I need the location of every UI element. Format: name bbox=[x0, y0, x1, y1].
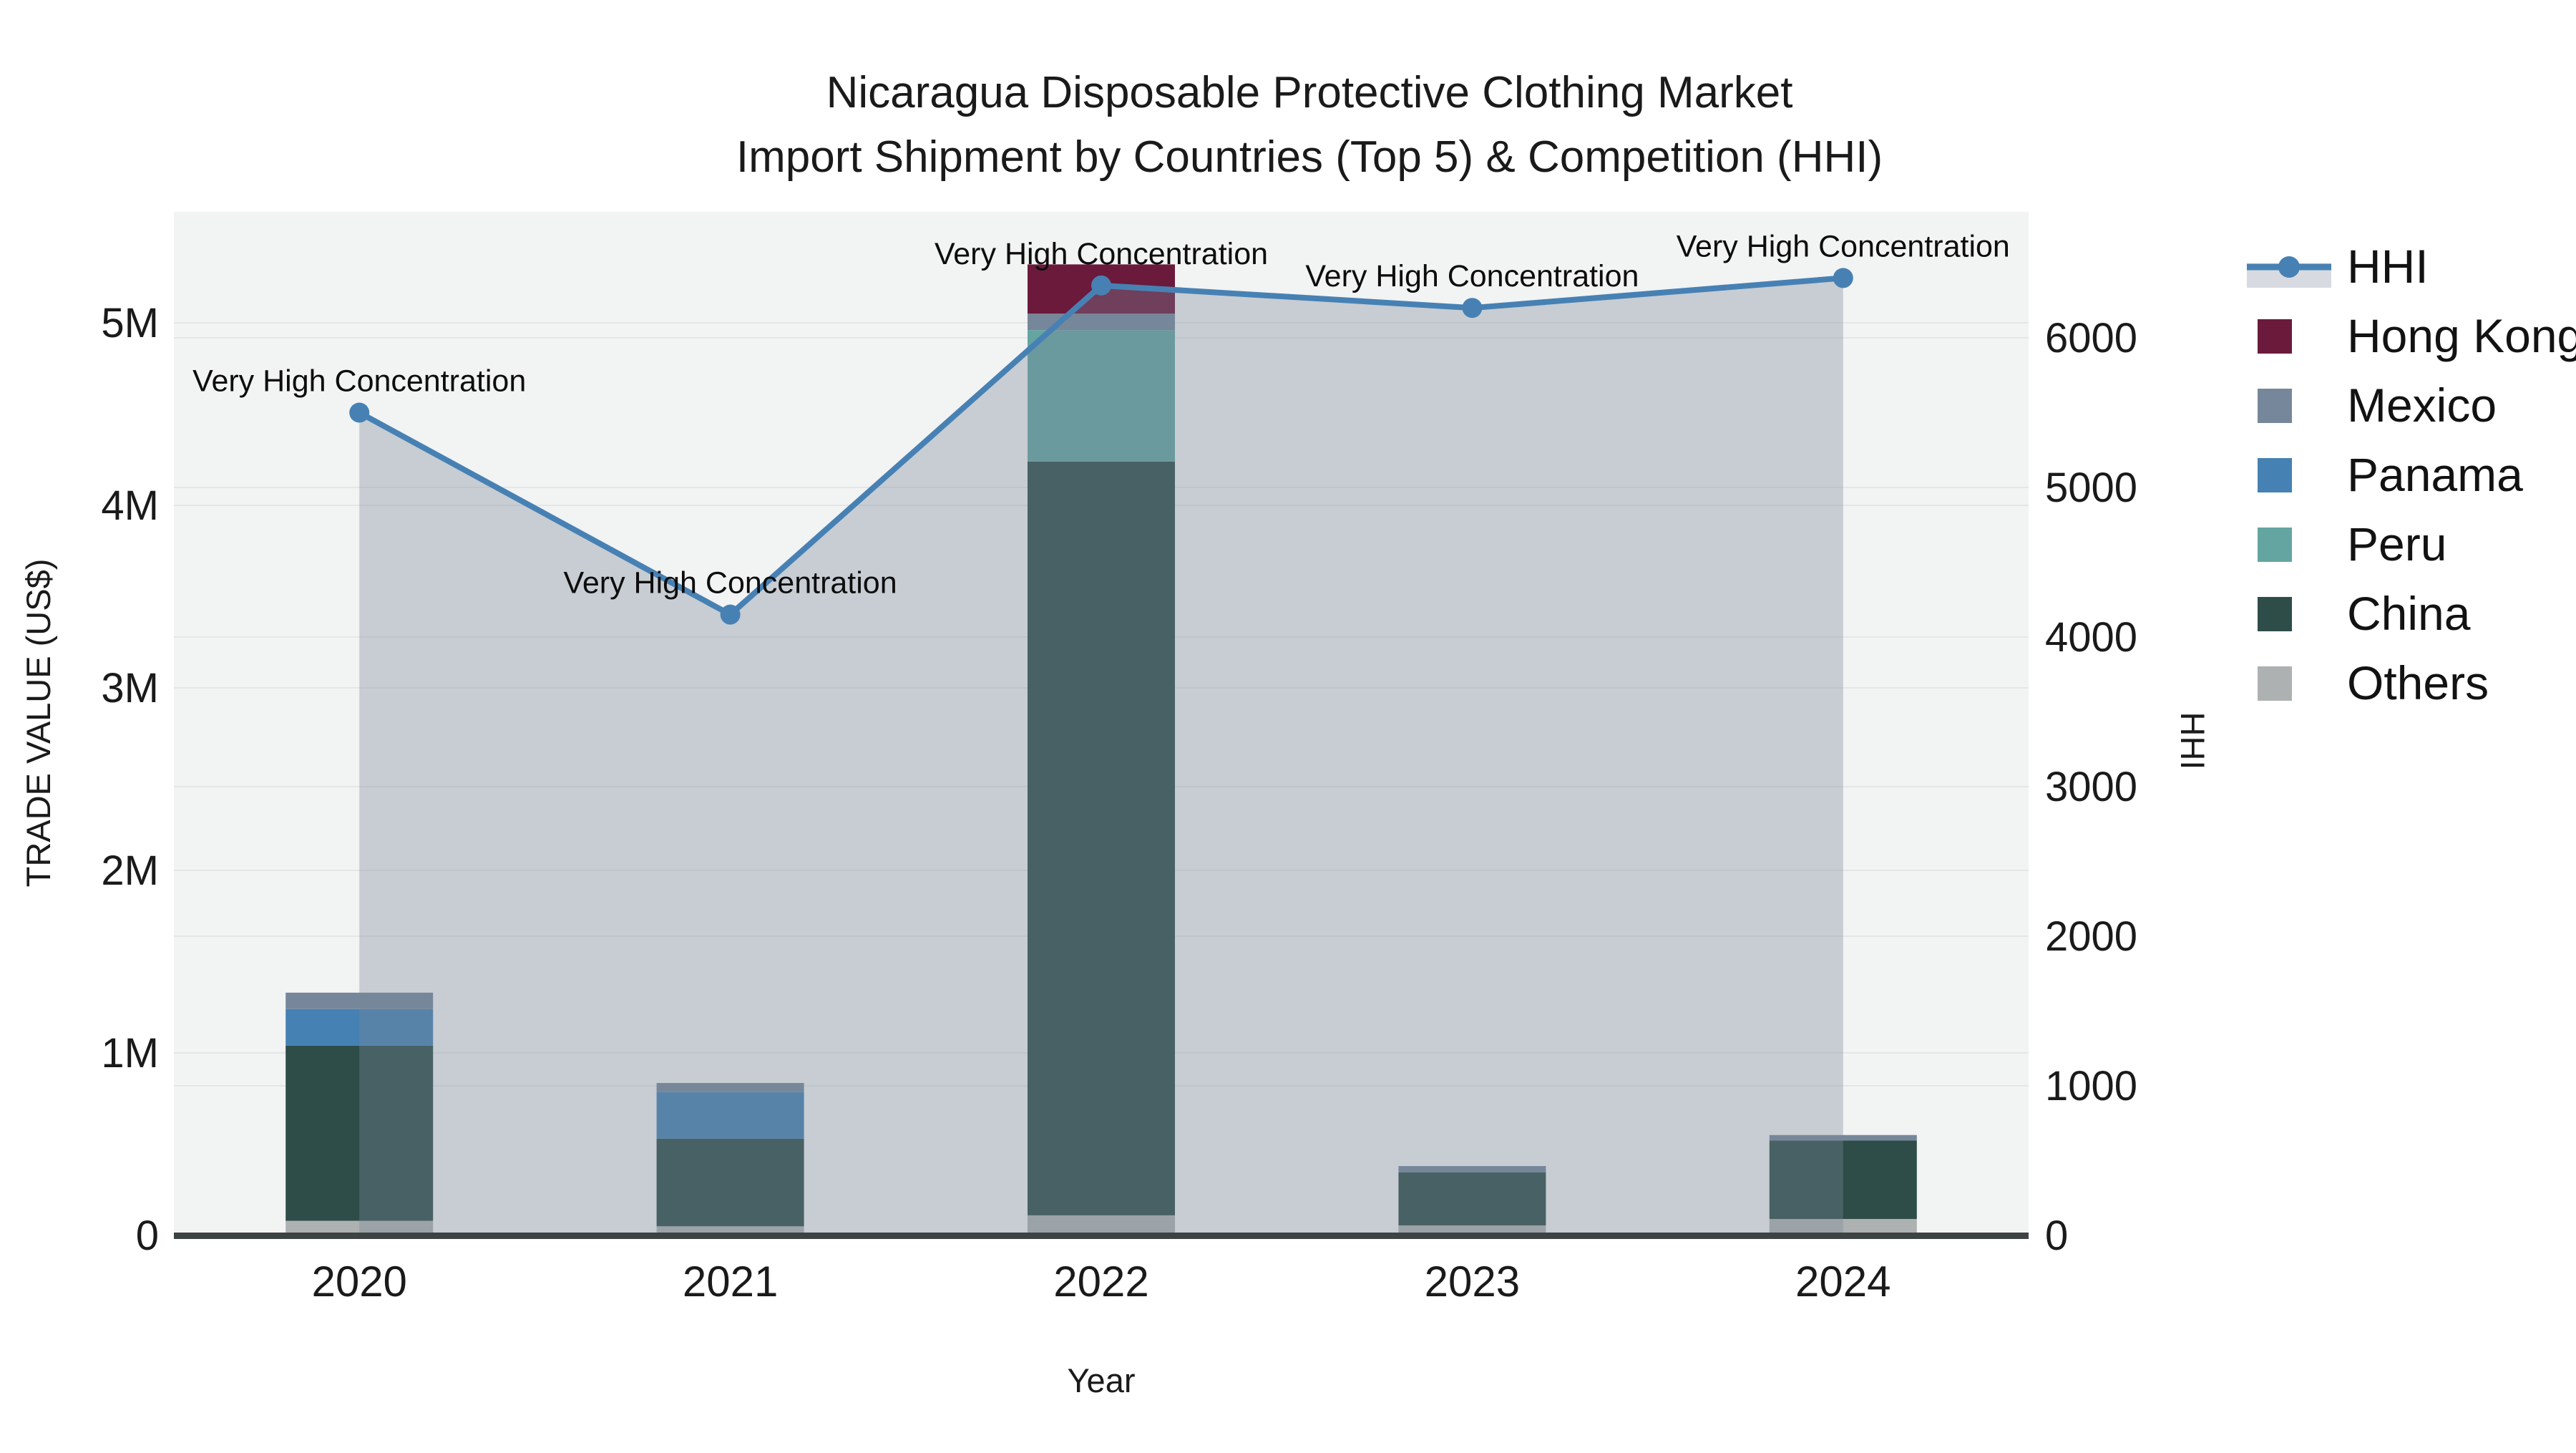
y-right-tick-4000: 4000 bbox=[2045, 614, 2137, 661]
annotation-2022: Very High Concentration bbox=[935, 237, 1268, 271]
y-left-tick-5M: 5M bbox=[101, 300, 159, 346]
y-right-tick-6000: 6000 bbox=[2045, 315, 2137, 361]
legend: HHI Hong Kong Mexico Panama Peru China Others bbox=[2247, 240, 2576, 709]
legend-label-china: China bbox=[2347, 587, 2471, 640]
annotation-2021: Very High Concentration bbox=[564, 566, 897, 601]
hhi-area-layer bbox=[359, 278, 1843, 1235]
bar-segment-others-2020 bbox=[286, 1220, 434, 1235]
legend-swatch-hong-kong bbox=[2258, 319, 2292, 354]
bar-segment-china-2023 bbox=[1398, 1172, 1546, 1225]
chart-title-line2: Import Shipment by Countries (Top 5) & C… bbox=[736, 132, 1883, 182]
legend-label-others: Others bbox=[2347, 656, 2489, 709]
hhi-line-layer bbox=[349, 268, 1853, 625]
legend-swatch-others bbox=[2258, 666, 2292, 701]
legend-item-peru[interactable]: Peru bbox=[2258, 517, 2446, 570]
chart-title-line1: Nicaragua Disposable Protective Clothing… bbox=[826, 68, 1793, 117]
y-right-tick-1000: 1000 bbox=[2045, 1063, 2137, 1109]
bar-segment-panama-2021 bbox=[656, 1092, 804, 1139]
bar-segment-china-2021 bbox=[656, 1138, 804, 1227]
hhi-marker-2023 bbox=[1462, 298, 1483, 319]
y-right-tick-0: 0 bbox=[2045, 1213, 2068, 1259]
bar-segment-china-2022 bbox=[1028, 461, 1175, 1215]
x-tick-2022: 2022 bbox=[1053, 1258, 1148, 1306]
y-left-tick-1M: 1M bbox=[101, 1030, 159, 1077]
legend-swatch-mexico bbox=[2258, 389, 2292, 423]
y-right-tick-5000: 5000 bbox=[2045, 465, 2137, 511]
hhi-marker-2022 bbox=[1091, 275, 1111, 296]
x-axis-title: Year bbox=[1068, 1361, 1136, 1399]
legend-item-others[interactable]: Others bbox=[2258, 656, 2489, 709]
legend-label-panama: Panama bbox=[2347, 448, 2523, 501]
x-tick-2020: 2020 bbox=[311, 1258, 406, 1306]
bar-segment-china-2024 bbox=[1769, 1140, 1917, 1220]
y-right-axis-title: HHI bbox=[2174, 712, 2212, 770]
annotation-layer: Very High Concentration Very High Concent… bbox=[192, 229, 2010, 600]
legend-item-hong-kong[interactable]: Hong Kong bbox=[2258, 309, 2576, 362]
legend-label-peru: Peru bbox=[2347, 517, 2446, 570]
legend-hhi-marker-swatch bbox=[2278, 256, 2300, 278]
bar-segment-others-2024 bbox=[1769, 1219, 1917, 1235]
hhi-marker-2021 bbox=[720, 604, 741, 625]
y-right-tick-3000: 3000 bbox=[2045, 764, 2137, 810]
hhi-marker-2020 bbox=[349, 402, 370, 423]
tick-layer: 0 1M 2M 3M 4M 5M 0 1000 2000 3000 4000 5000 6000 2020… bbox=[101, 300, 2137, 1306]
legend-label-mexico: Mexico bbox=[2347, 379, 2497, 432]
bar-segment-panama-2020 bbox=[286, 1009, 434, 1046]
legend-swatch-peru bbox=[2258, 528, 2292, 562]
legend-item-mexico[interactable]: Mexico bbox=[2258, 379, 2497, 432]
annotation-2020: Very High Concentration bbox=[192, 364, 526, 399]
bar-segment-mexico-2023 bbox=[1398, 1166, 1546, 1173]
legend-item-china[interactable]: China bbox=[2258, 587, 2471, 640]
y-left-tick-3M: 3M bbox=[101, 665, 159, 711]
legend-item-panama[interactable]: Panama bbox=[2258, 448, 2523, 501]
x-tick-2024: 2024 bbox=[1795, 1258, 1890, 1306]
annotation-2023: Very High Concentration bbox=[1305, 259, 1639, 293]
bar-segment-mexico-2020 bbox=[286, 992, 434, 1009]
x-tick-2023: 2023 bbox=[1425, 1258, 1520, 1306]
legend-label-hhi: HHI bbox=[2347, 240, 2429, 293]
y-left-axis-title: TRADE VALUE (US$) bbox=[19, 559, 57, 888]
y-left-tick-4M: 4M bbox=[101, 482, 159, 529]
legend-item-hhi[interactable]: HHI bbox=[2247, 240, 2429, 293]
legend-label-hong-kong: Hong Kong bbox=[2347, 309, 2576, 362]
baseline-layer bbox=[174, 1233, 2029, 1239]
bars-layer bbox=[286, 264, 1917, 1235]
y-right-tick-2000: 2000 bbox=[2045, 913, 2137, 960]
x-tick-2021: 2021 bbox=[683, 1258, 778, 1306]
bar-segment-mexico-2021 bbox=[656, 1083, 804, 1092]
y-left-tick-0: 0 bbox=[136, 1213, 159, 1259]
legend-swatch-panama bbox=[2258, 458, 2292, 492]
hhi-marker-2024 bbox=[1833, 268, 1853, 288]
bar-segment-mexico-2024 bbox=[1769, 1134, 1917, 1141]
legend-swatch-china bbox=[2258, 597, 2292, 631]
y-left-tick-2M: 2M bbox=[101, 847, 159, 894]
x-axis-line bbox=[174, 1233, 2029, 1239]
hhi-area-fill bbox=[359, 278, 1843, 1235]
annotation-2024: Very High Concentration bbox=[1677, 229, 2010, 263]
bar-segment-peru-2022 bbox=[1028, 330, 1175, 462]
bar-segment-others-2022 bbox=[1028, 1215, 1175, 1235]
bar-segment-china-2020 bbox=[286, 1045, 434, 1221]
